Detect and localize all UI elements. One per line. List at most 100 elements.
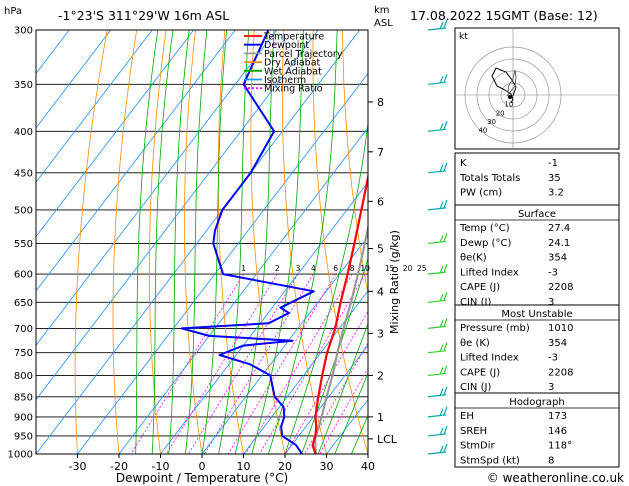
km-tick-label: 8 <box>377 96 384 109</box>
mixing-ratio-label: 15 <box>385 264 395 273</box>
wind-barb <box>427 433 447 437</box>
mixing-ratio-label: 20 <box>403 264 413 273</box>
isotherm-line <box>36 30 319 401</box>
wind-barb-flag <box>443 233 448 242</box>
wind-barb-flag <box>439 344 444 352</box>
wind-barb-flag <box>443 365 448 374</box>
legend-label: Parcel Trajectory <box>264 49 343 60</box>
wind-barb-flag <box>443 443 448 453</box>
credit-text: © weatheronline.co.uk <box>487 471 624 485</box>
mixing-ratio-label: 4 <box>311 264 316 273</box>
km-tick-label: LCL <box>377 433 398 446</box>
info-label: θe (K) <box>460 338 490 349</box>
info-label: Lifted Index <box>460 353 519 364</box>
info-value: 2208 <box>548 282 573 293</box>
info-value: 1010 <box>548 323 573 334</box>
dry-adiabat-line <box>312 30 368 454</box>
x-tick-label: 30 <box>320 460 334 473</box>
info-value: -3 <box>548 267 558 278</box>
wet-adiabat-line <box>268 30 338 454</box>
hodograph-table-box <box>454 392 620 468</box>
pressure-label: 600 <box>14 270 33 281</box>
wet-adiabat-line <box>251 30 304 454</box>
storm-motion-marker <box>508 95 512 99</box>
x-tick-label: 0 <box>199 460 206 473</box>
legend-label: Temperature <box>263 32 324 43</box>
asl-label: ASL <box>374 18 393 29</box>
legend-label: Isotherm <box>264 75 306 86</box>
wet-adiabat-line <box>135 30 159 454</box>
mixing-ratio-label: 2 <box>275 264 280 273</box>
wind-barb <box>427 325 447 329</box>
hodograph-ring-label: 40 <box>478 127 487 135</box>
info-label: SREH <box>460 426 487 437</box>
mixing-ratio-label: 25 <box>417 264 427 273</box>
dewpoint-line <box>180 30 315 454</box>
pressure-label: 400 <box>14 127 33 138</box>
info-value: 354 <box>548 338 567 349</box>
wind-barb <box>427 240 447 245</box>
km-tick-label: 1 <box>377 411 384 424</box>
info-label: K <box>460 158 467 169</box>
info-value: -1 <box>548 158 558 169</box>
x-axis-ticks: -30 -20 -10 0 10 20 30 40 <box>69 454 375 473</box>
wet-adiabat-line <box>185 30 208 454</box>
info-label: Totals Totals <box>459 173 520 184</box>
hodograph-table-rows: EH 173 SREH 146 StmDir 118° StmSpd (kt) 8 <box>460 411 572 466</box>
wind-barb-flag <box>439 235 444 243</box>
km-axis: 8 7 6 5 4 3 2 1 LCL <box>368 96 398 446</box>
pressure-label: 750 <box>14 348 33 359</box>
wind-barb <box>427 207 447 211</box>
wet-adiabat-line <box>284 119 368 454</box>
info-label: CIN (J) <box>460 297 491 308</box>
pressure-label: 800 <box>14 371 33 382</box>
mixing-ratio-label: 8 <box>350 264 355 273</box>
most-unstable-rows: Pressure (mb) 1010 θe (K) 354 Lifted Index -3… <box>460 323 573 393</box>
wind-barb-flag <box>443 121 448 130</box>
mixing-ratio-labels: 1 2 3 4 6 8 10 15 20 25 <box>241 264 427 273</box>
info-value: -3 <box>548 353 558 364</box>
hodograph-ring-label: 30 <box>487 118 496 126</box>
x-axis-label: Dewpoint / Temperature (°C) <box>116 471 288 485</box>
wind-barb <box>427 350 447 354</box>
hodograph-ring-label: 10 <box>504 101 513 109</box>
info-value: 27.4 <box>548 223 570 234</box>
dry-adiabat-line <box>184 30 203 454</box>
isobar-labels: 300 350 400 450 500 550 600 650 700 750 800 850 900 9… <box>8 26 33 461</box>
wind-barb-flag <box>439 21 444 30</box>
most-unstable-title: Most Unstable <box>501 309 572 320</box>
info-value: 35 <box>548 173 561 184</box>
info-label: Dewp (°C) <box>460 238 511 249</box>
info-label: θe(K) <box>460 253 487 264</box>
mixing-ratio-line <box>259 273 366 454</box>
pressure-label: 850 <box>14 392 33 403</box>
info-value: 173 <box>548 411 567 422</box>
wind-barb-flag <box>439 367 444 375</box>
wet-adiabat-line <box>151 30 174 454</box>
wind-barb <box>427 81 447 85</box>
isotherm-line <box>36 30 361 454</box>
wet-adiabat-line <box>317 322 368 454</box>
wind-barb-flag <box>443 74 448 83</box>
wind-barb-flag <box>443 199 448 209</box>
info-value: 118° <box>548 441 572 452</box>
dry-adiabat-line <box>342 30 368 295</box>
wind-barb-flag <box>443 342 448 351</box>
indices-box <box>454 152 620 206</box>
mixing-ratio-line <box>227 273 337 454</box>
hodograph-table-title: Hodograph <box>509 397 564 408</box>
wet-adiabat-line <box>201 30 227 454</box>
legend-label: Mixing Ratio <box>264 84 323 95</box>
km-tick-label: 3 <box>377 327 384 340</box>
info-value: 8 <box>548 455 554 466</box>
info-label: EH <box>460 411 474 422</box>
info-label: PW (cm) <box>460 188 502 199</box>
hodograph-trace-2 <box>506 69 517 97</box>
indices-rows: K -1 Totals Totals 35 PW (cm) 3.2 <box>459 158 564 199</box>
surface-title: Surface <box>518 209 556 220</box>
mixing-ratio-axis-label: Mixing Ratio (g/kg) <box>388 230 401 334</box>
isotherm-line <box>36 30 153 183</box>
hodograph-ring-label: 20 <box>496 109 505 117</box>
